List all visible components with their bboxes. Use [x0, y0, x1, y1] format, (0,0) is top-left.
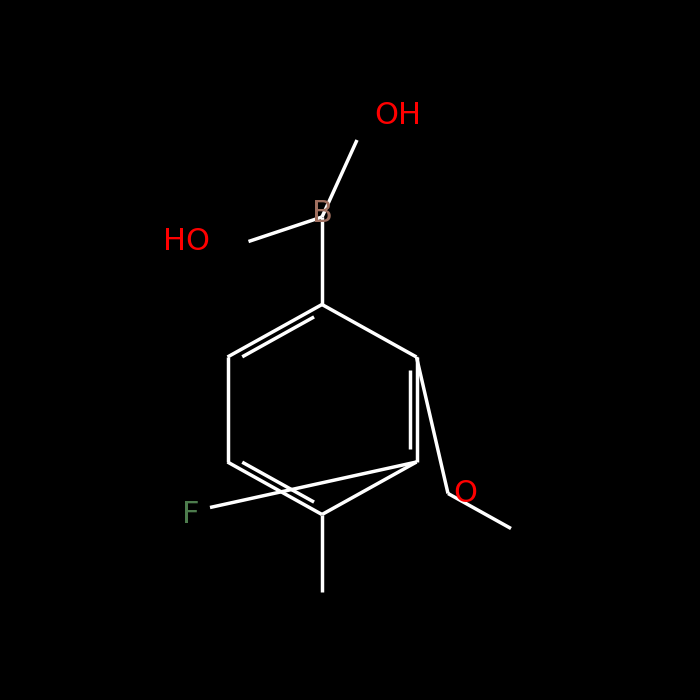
Text: F: F	[182, 500, 199, 529]
Text: OH: OH	[374, 101, 421, 130]
Text: HO: HO	[163, 227, 210, 256]
Text: B: B	[312, 199, 332, 228]
Text: O: O	[454, 479, 477, 508]
